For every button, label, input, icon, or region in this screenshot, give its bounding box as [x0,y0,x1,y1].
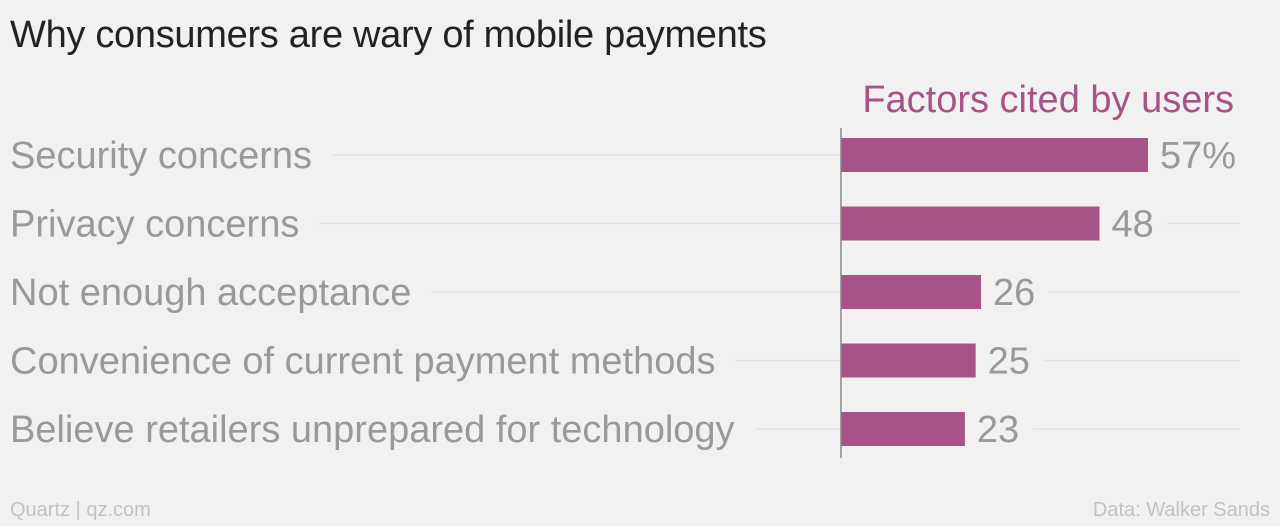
footer-credit: Quartz | qz.com [10,499,151,521]
bar [841,275,982,309]
category-label: Not enough acceptance [10,272,411,314]
chart-rows: Security concerns 57% Privacy concerns 48 No… [10,135,1240,451]
value-label: 26 [993,272,1035,314]
category-label: Privacy concerns [10,204,299,246]
bar-row: Not enough acceptance 26 [10,272,1240,314]
value-label: 57% [1160,135,1236,177]
bar-row: Security concerns 57% [10,135,1236,177]
category-label: Convenience of current payment methods [10,341,716,383]
bar [841,138,1148,172]
chart-title: Why consumers are wary of mobile payment… [10,14,767,56]
footer-source: Data: Walker Sands [1092,499,1270,521]
bar [841,343,976,378]
bar-row: Privacy concerns 48 [10,204,1240,246]
bar [841,206,1100,241]
bar-row: Believe retailers unprepared for technol… [10,409,1240,451]
bar-row: Convenience of current payment methods 25 [10,341,1240,383]
category-label: Security concerns [10,135,312,177]
value-label: 48 [1112,204,1154,246]
value-label: 25 [988,341,1030,383]
series-label: Factors cited by users [862,79,1234,121]
category-label: Believe retailers unprepared for technol… [10,409,735,451]
value-label: 23 [977,409,1019,451]
bar [841,412,965,446]
